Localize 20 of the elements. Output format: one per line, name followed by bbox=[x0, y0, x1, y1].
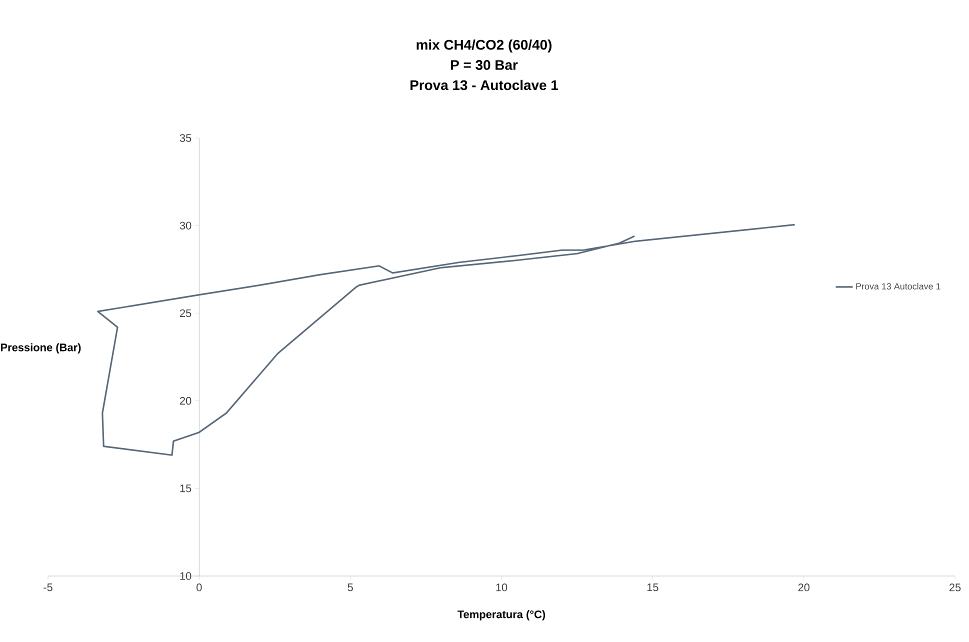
x-tick-label: 10 bbox=[496, 584, 508, 592]
x-tick-label: 20 bbox=[798, 584, 810, 592]
text: Prova 13 - Autoclave 1 bbox=[410, 80, 558, 90]
y-tick-label: 10 bbox=[180, 572, 192, 580]
x-tick-label: 25 bbox=[949, 584, 961, 592]
x-tick-label: 0 bbox=[196, 584, 202, 592]
x-tick-label: -5 bbox=[44, 584, 52, 592]
chart-subtitle: P = 30 Bar bbox=[451, 60, 518, 70]
chart-title: mix CH4/CO2 (60/40) bbox=[416, 39, 552, 52]
line-series bbox=[97, 224, 796, 456]
x-tick-label: 5 bbox=[348, 584, 353, 592]
x-axis-title: Temperatura (°C) bbox=[458, 610, 546, 620]
legend-label: Prova 13 Autoclave 1 bbox=[856, 282, 940, 290]
y-tick-label: 20 bbox=[180, 396, 192, 405]
y-tick-label: 25 bbox=[180, 309, 192, 318]
y-tick-label: 15 bbox=[180, 484, 192, 492]
y-tick-label: 30 bbox=[180, 222, 192, 230]
y-axis-title: Pressione (Bar) bbox=[0, 343, 81, 354]
y-tick-label: 35 bbox=[180, 134, 192, 142]
x-tick-label: 15 bbox=[647, 584, 658, 592]
